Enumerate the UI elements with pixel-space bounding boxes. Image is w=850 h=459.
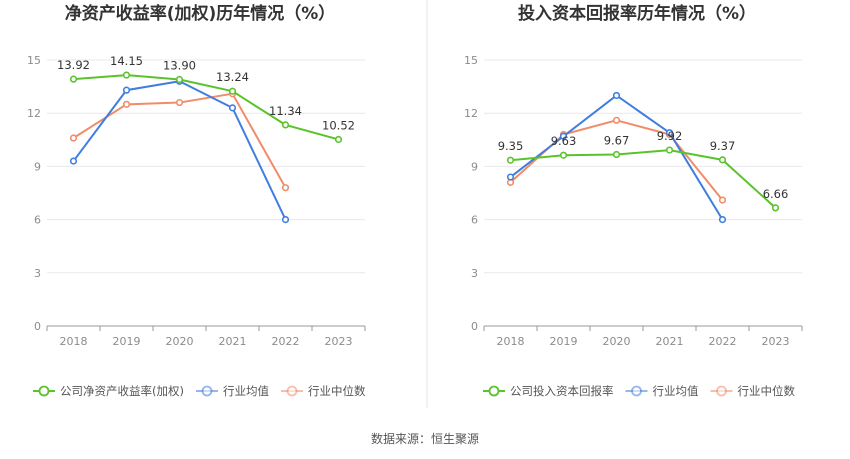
data-point-company [122, 71, 131, 79]
data-point-avg [69, 157, 78, 165]
data-label: 14.15 [110, 54, 143, 68]
y-tick-label: 12 [464, 107, 478, 120]
x-tick-label: 2023 [325, 335, 353, 348]
data-point-median [122, 100, 131, 108]
data-point-company [665, 146, 674, 154]
legend-marker-median [716, 385, 727, 397]
data-point-company [506, 156, 515, 164]
y-tick-label: 3 [34, 267, 41, 280]
y-tick-label: 12 [27, 107, 41, 120]
series-line-company [510, 149, 777, 209]
data-point-company [175, 75, 184, 84]
data-label: 9.37 [710, 139, 736, 153]
data-point-avg [281, 216, 290, 224]
data-point-company [559, 151, 568, 159]
data-label: 9.35 [498, 139, 524, 153]
data-point-avg [559, 132, 568, 140]
data-source-note: 数据来源：恒生聚源 [371, 431, 479, 446]
x-tick-label: 2019 [550, 335, 578, 348]
y-tick-label: 0 [34, 320, 41, 333]
data-point-median [718, 196, 727, 204]
x-tick-label: 2020 [166, 335, 194, 348]
legend-label-avg: 行业均值 [223, 384, 269, 398]
series-line-median [72, 92, 287, 189]
data-label: 9.67 [604, 134, 630, 148]
data-point-company [718, 156, 727, 164]
data-point-company [69, 75, 78, 83]
x-tick-label: 2018 [60, 335, 88, 348]
y-tick-label: 9 [471, 160, 478, 173]
data-label: 9.92 [657, 129, 683, 143]
data-label: 9.63 [551, 134, 577, 148]
series-line-median [509, 119, 724, 201]
data-point-company [771, 204, 780, 212]
y-tick-label: 9 [34, 160, 41, 173]
legend-label-company: 公司投入资本回报率 [510, 384, 614, 398]
x-tick-label: 2020 [603, 335, 631, 348]
data-label: 11.34 [269, 104, 302, 118]
data-label: 10.52 [322, 118, 355, 132]
series-line-company [73, 74, 339, 141]
data-label: 13.24 [216, 70, 249, 84]
chart-title-2: 投入资本回报率历年情况（%） [518, 3, 756, 24]
data-label: 13.92 [57, 58, 90, 72]
legend-label-median: 行业中位数 [738, 384, 796, 398]
data-point-avg [122, 86, 131, 94]
legend-label-avg: 行业均值 [653, 384, 699, 398]
legend-marker-company [38, 385, 50, 397]
data-point-avg [665, 129, 674, 137]
data-point-company [612, 150, 621, 159]
y-tick-label: 0 [471, 320, 478, 333]
data-point-avg [506, 173, 515, 181]
legend-label-median: 行业中位数 [308, 384, 366, 398]
data-point-avg [612, 91, 621, 100]
x-tick-label: 2023 [762, 335, 790, 348]
x-tick-label: 2022 [272, 335, 300, 348]
data-point-company [334, 135, 343, 144]
y-tick-label: 15 [27, 54, 41, 67]
y-tick-label: 6 [471, 214, 478, 227]
data-point-median [175, 98, 184, 107]
legend-marker-avg [631, 385, 642, 397]
data-point-company [281, 121, 290, 129]
legend-marker-company [488, 385, 500, 397]
data-point-company [228, 87, 237, 95]
x-tick-label: 2022 [709, 335, 737, 348]
legend-label-company: 公司净资产收益率(加权) [60, 384, 184, 398]
x-tick-label: 2021 [219, 335, 247, 348]
x-tick-label: 2021 [656, 335, 684, 348]
chart-title-1: 净资产收益率(加权)历年情况（%） [65, 3, 336, 24]
y-tick-label: 3 [471, 267, 478, 280]
legend-marker-median [286, 385, 298, 397]
data-label: 6.66 [763, 187, 789, 201]
legend-marker-avg [201, 385, 213, 397]
y-tick-label: 15 [464, 54, 478, 67]
y-tick-label: 6 [34, 214, 41, 227]
data-point-median [281, 184, 290, 192]
data-label: 13.90 [163, 59, 196, 73]
x-tick-label: 2019 [113, 335, 141, 348]
x-tick-label: 2018 [497, 335, 525, 348]
data-point-avg [718, 216, 727, 224]
data-point-median [69, 134, 78, 142]
data-point-avg [228, 104, 237, 112]
data-point-median [612, 116, 621, 124]
